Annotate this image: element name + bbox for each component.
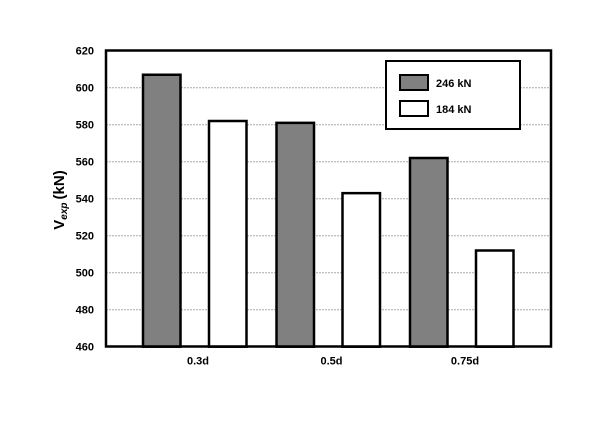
y-tick-label: 480 [76, 305, 94, 317]
legend-box [385, 60, 521, 130]
legend-swatch [399, 74, 429, 91]
y-tick-label: 500 [76, 268, 94, 280]
bar-0.3d-246kN [141, 73, 182, 348]
legend-label: 246 kN [436, 78, 472, 90]
y-tick-label: 620 [76, 46, 94, 58]
y-tick-labels: 460 480 500 520 540 560 580 600 620 [76, 46, 94, 354]
y-tick-label: 600 [76, 83, 94, 95]
y-tick-label: 560 [76, 157, 94, 169]
bar-0.75d-246kN [408, 156, 449, 348]
y-tick-label: 580 [76, 120, 94, 132]
y-tick-label: 540 [76, 194, 94, 206]
legend-swatch [399, 100, 429, 117]
y-tick-label: 520 [76, 231, 94, 243]
bars [141, 73, 515, 348]
x-tick-label: 0.5d [320, 356, 342, 368]
x-tick-labels: 0.3d 0.5d 0.75d [187, 356, 479, 368]
bar-0.5d-184kN [341, 191, 382, 348]
x-tick-label: 0.3d [187, 356, 209, 368]
y-tick-label: 460 [76, 342, 94, 354]
bar-0.3d-184kN [207, 119, 248, 348]
bar-0.5d-246kN [275, 121, 316, 348]
bar-0.75d-184kN [474, 249, 515, 348]
x-tick-label: 0.75d [451, 356, 479, 368]
legend-label: 184 kN [436, 104, 472, 116]
plot-frame [104, 49, 553, 348]
legend: 246 kN 184 kN [385, 60, 521, 130]
y-axis-label: Vexp(kN) [51, 170, 70, 229]
